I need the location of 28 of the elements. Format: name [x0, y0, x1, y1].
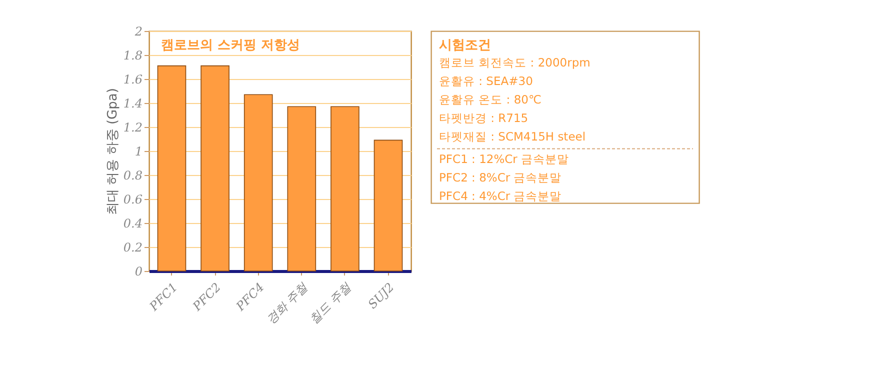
y-tick-label: 0.4: [123, 216, 142, 230]
y-axis-title: 최대 허용 하중 (Gpa): [105, 88, 120, 215]
y-tick-label: 1.8: [123, 48, 143, 62]
bar: [157, 65, 186, 272]
text: 타펫재질 : SCM415H steel: [439, 130, 586, 144]
y-tick-label: 1: [134, 144, 142, 158]
text: 윤활유 온도 : 80℃: [439, 92, 542, 106]
text: PFC4 : 4%Cr 금속분말: [439, 189, 562, 203]
y-tick-label: 0.6: [123, 192, 143, 206]
y-tick-label: 0.8: [123, 168, 143, 182]
text: 캠로브의 스커핑 저항성: [161, 38, 300, 53]
text: PFC1 : 12%Cr 금속분말: [439, 152, 570, 166]
text: 캠로브 회전속도 : 2000rpm: [439, 56, 590, 70]
y-tick-label: 1.6: [123, 72, 143, 86]
y-tick-label: 0.2: [123, 240, 142, 254]
text: 타펫반경 : R715: [439, 111, 528, 125]
bar: [244, 94, 273, 272]
text: PFC2 : 8%Cr 금속분말: [439, 170, 562, 184]
bar: [287, 106, 316, 272]
bar: [330, 106, 360, 272]
text: 시험조건: [439, 38, 491, 53]
bar: [374, 140, 403, 272]
y-tick-label: 2: [134, 24, 142, 38]
y-tick-label: 0: [134, 264, 143, 278]
y-tick-label: 1.4: [123, 96, 142, 110]
bar: [200, 65, 230, 272]
text: 윤활유 : SEA#30: [439, 74, 533, 88]
y-tick-label: 1.2: [123, 120, 142, 134]
